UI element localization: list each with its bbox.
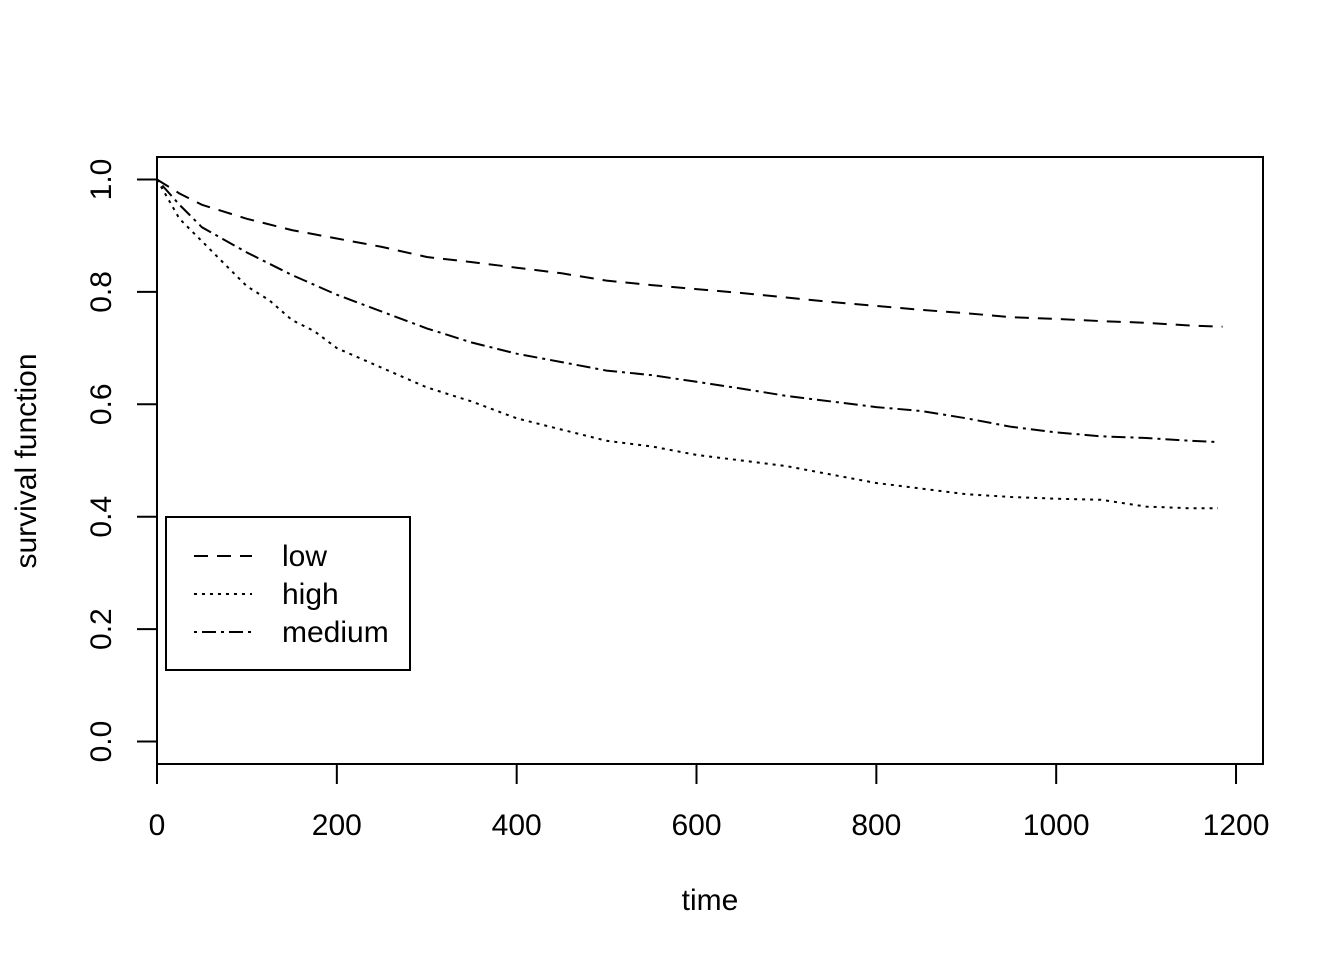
x-axis: 0 200 400 600 800 1000 1200	[149, 763, 1270, 842]
legend-label-high: high	[282, 578, 339, 611]
legend: low high medium	[165, 516, 411, 671]
legend-label-medium: medium	[282, 616, 389, 649]
x-tick-label: 600	[671, 809, 721, 842]
x-tick-label: 200	[312, 809, 362, 842]
y-tick-label: 0.0	[85, 721, 118, 763]
legend-box	[165, 516, 411, 671]
legend-label-low: low	[282, 540, 327, 573]
y-axis-label: survival function	[10, 353, 43, 568]
plot-frame	[156, 156, 1264, 765]
x-tick-label: 400	[492, 809, 542, 842]
y-axis: 0.0 0.2 0.4 0.6 0.8 1.0	[85, 159, 158, 763]
series-layer	[156, 178, 1223, 510]
y-tick-label: 0.2	[85, 608, 118, 650]
y-tick-label: 0.4	[85, 496, 118, 538]
x-tick-label: 1000	[1023, 809, 1090, 842]
series-line-low	[156, 178, 1223, 328]
series-line-medium	[156, 178, 1219, 443]
x-tick-label: 1200	[1203, 809, 1270, 842]
x-tick-label: 0	[149, 809, 166, 842]
plot-area	[156, 156, 1264, 765]
x-axis-label: time	[682, 884, 739, 917]
y-tick-label: 0.8	[85, 271, 118, 313]
x-tick-label: 800	[851, 809, 901, 842]
series-line-high	[156, 179, 1218, 510]
y-tick-label: 1.0	[85, 159, 118, 201]
y-tick-label: 0.6	[85, 383, 118, 425]
